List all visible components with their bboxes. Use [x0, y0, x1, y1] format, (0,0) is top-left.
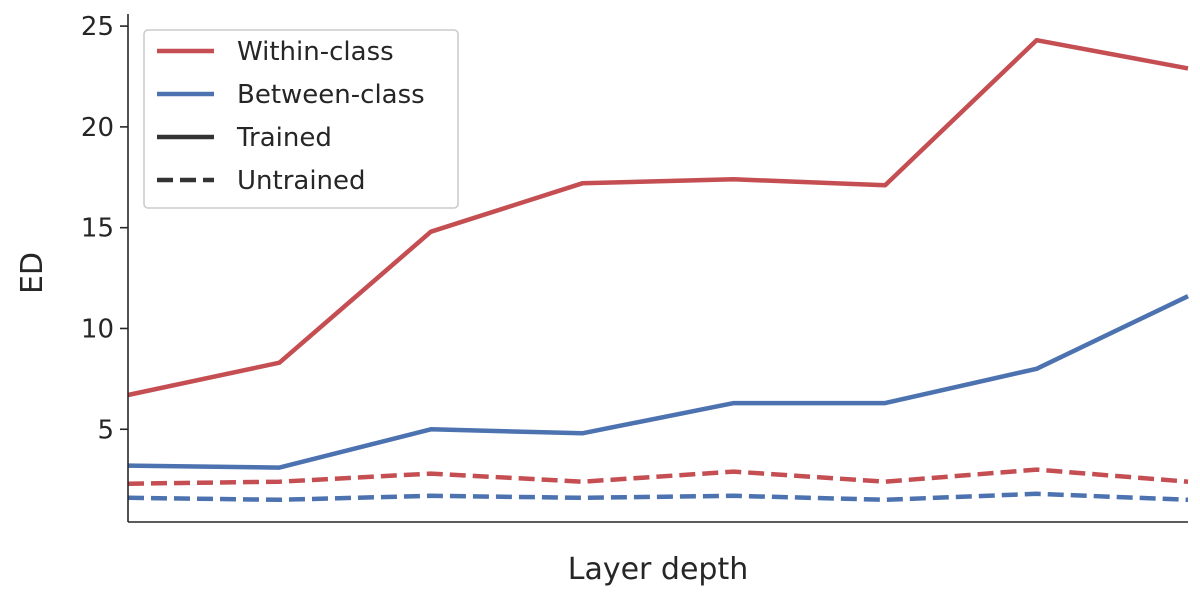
legend-label: Untrained [237, 166, 366, 196]
axes-layer: 5 10 15 20 25 [81, 12, 1188, 523]
y-tick-label: 10 [81, 314, 114, 344]
legend: Within-class Between-class Trained Untraine… [143, 29, 459, 209]
legend-label: Between-class [237, 80, 425, 110]
y-tick-label: 25 [81, 12, 114, 42]
y-axis-label: ED [15, 252, 50, 294]
y-tick-label: 20 [81, 113, 114, 143]
legend-label: Within-class [237, 37, 394, 67]
x-axis-label: Layer depth [568, 552, 749, 587]
series-line-trained-between-class [127, 294, 1189, 470]
y-tick-label: 15 [81, 214, 114, 244]
series-line-untrained-between-class [127, 491, 1189, 503]
legend-entries: Within-class Between-class Trained Untraine… [157, 37, 425, 196]
y-ticks: 5 10 15 20 25 [81, 12, 128, 445]
y-tick-label: 5 [97, 415, 114, 445]
series-layer [127, 37, 1189, 503]
legend-label: Trained [236, 123, 332, 153]
series-line-untrained-within-class [127, 467, 1189, 486]
legend-frame [143, 29, 459, 209]
series-line-trained-within-class [127, 37, 1189, 398]
